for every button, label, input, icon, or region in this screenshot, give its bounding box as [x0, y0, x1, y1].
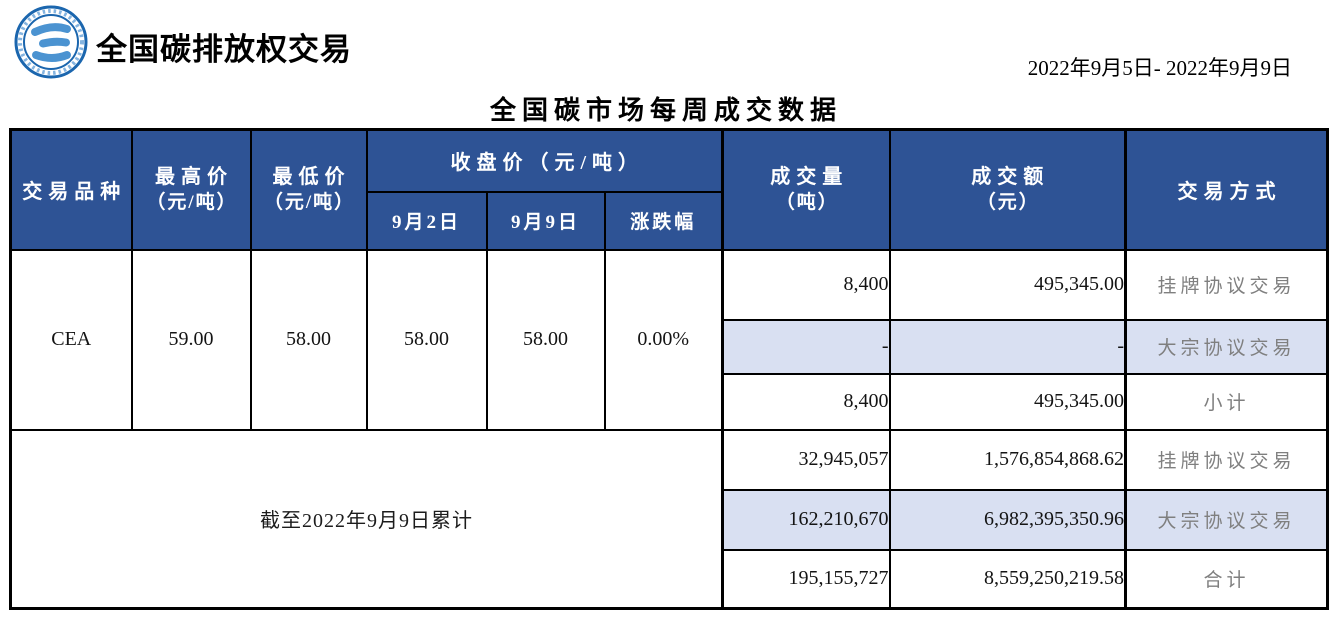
col-header-amount: 成交额 （元）	[888, 128, 1127, 251]
change-cell: 0.00%	[603, 248, 724, 431]
low-price-unit: （元/吨）	[263, 192, 356, 214]
amount-cell: 6,982,395,350.96	[888, 488, 1127, 551]
volume-label: 成交量	[770, 166, 849, 189]
col-header-change: 涨跌幅	[603, 190, 724, 251]
col-header-volume: 成交量 （吨）	[721, 128, 891, 251]
low-price-cell: 58.00	[249, 248, 368, 431]
volume-cell: 195,155,727	[721, 548, 891, 610]
page-title: 全国碳市场每周成交数据	[489, 96, 842, 125]
high-price-unit: （元/吨）	[146, 192, 238, 214]
col-header-low-price: 最低价 （元/吨）	[249, 128, 368, 251]
method-cell: 大宗协议交易	[1124, 318, 1329, 375]
cumulative-label-cell: 截至2022年9月9日累计	[9, 428, 724, 610]
header-row-1: 交易品种 最高价 （元/吨） 最低价 （元/吨） 收盘价（元/吨） 成交量 （吨…	[9, 128, 1329, 251]
weekly-data-table: 交易品种 最高价 （元/吨） 最低价 （元/吨） 收盘价（元/吨） 成交量 （吨…	[9, 128, 1329, 610]
amount-cell: 1,576,854,868.62	[888, 428, 1127, 491]
high-price-cell: 59.00	[130, 248, 252, 431]
amount-cell: 495,345.00	[888, 248, 1127, 321]
low-price-label: 最低价	[272, 166, 351, 189]
high-price-label: 最高价	[155, 166, 233, 189]
method-cell: 挂牌协议交易	[1124, 248, 1329, 321]
close-sep9-cell: 58.00	[485, 248, 606, 431]
header-row-2: 9月2日 9月9日 涨跌幅	[11, 190, 1328, 251]
col-header-method: 交易方式	[1124, 128, 1329, 251]
amount-cell: 495,345.00	[888, 372, 1127, 431]
method-cell: 挂牌协议交易	[1124, 428, 1329, 491]
col-header-close-sep9: 9月9日	[485, 190, 606, 251]
method-cell: 大宗协议交易	[1124, 488, 1329, 551]
close-price-label: 收盘价（元/吨）	[450, 152, 645, 175]
table-row: CEA 59.00 58.00 58.00 58.00 0.00% 8,400 …	[9, 248, 1329, 431]
table-row: 195,155,727 8,559,250,219.58 合计	[11, 548, 1329, 610]
volume-cell: 162,210,670	[721, 488, 891, 551]
col-header-close-price: 收盘价（元/吨）	[365, 128, 724, 193]
volume-cell: 8,400	[721, 372, 891, 431]
table-row: 162,210,670 6,982,395,350.96 大宗协议交易	[11, 488, 1329, 551]
close-sep2-cell: 58.00	[365, 248, 488, 431]
method-cell: 小计	[1124, 372, 1329, 431]
table-row: 8,400 495,345.00 小计	[11, 372, 1329, 431]
exchange-logo	[13, 4, 89, 80]
col-header-high-price: 最高价 （元/吨）	[130, 128, 252, 251]
table-row: 截至2022年9月9日累计 32,945,057 1,576,854,868.6…	[9, 428, 1329, 610]
col-header-variety-label: 交易品种	[22, 181, 127, 204]
date-range: 2022年9月5日- 2022年9月9日	[1027, 56, 1292, 80]
volume-cell: 8,400	[721, 248, 891, 321]
exchange-logo-icon	[14, 5, 88, 79]
amount-cell: 8,559,250,219.58	[888, 548, 1127, 610]
col-header-variety: 交易品种	[9, 128, 133, 251]
volume-cell: -	[721, 318, 891, 375]
method-cell: 合计	[1124, 548, 1329, 610]
method-label: 交易方式	[1177, 181, 1282, 204]
variety-cell: CEA	[9, 248, 133, 431]
volume-unit: （吨）	[775, 192, 839, 214]
amount-cell: -	[888, 318, 1127, 375]
amount-unit: （元）	[976, 192, 1040, 214]
volume-cell: 32,945,057	[721, 428, 891, 491]
col-header-close-sep2: 9月2日	[365, 190, 488, 251]
table-row: - - 大宗协议交易	[11, 318, 1329, 375]
logo-title: 全国碳排放权交易	[96, 32, 352, 67]
amount-label: 成交额	[971, 166, 1050, 189]
